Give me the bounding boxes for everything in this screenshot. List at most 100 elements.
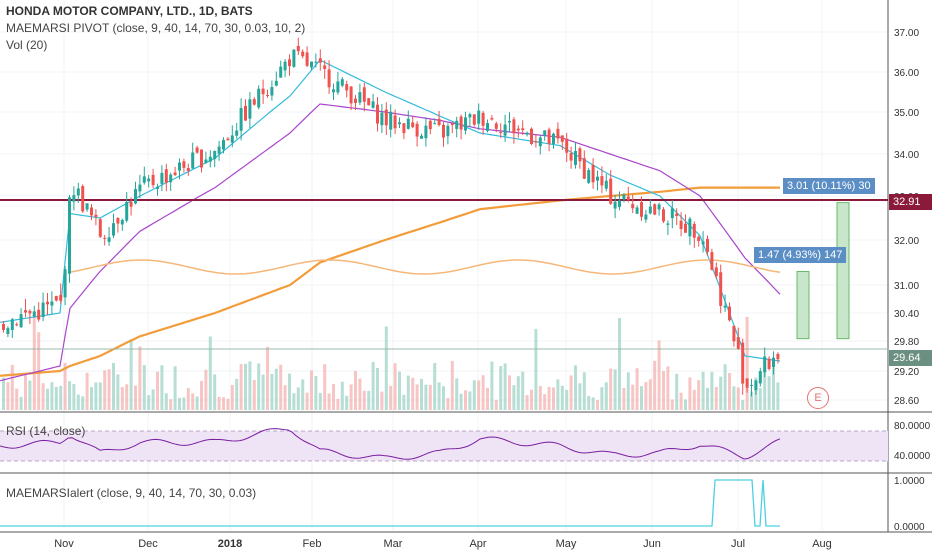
candle-body xyxy=(635,207,639,214)
candle-body xyxy=(450,123,454,126)
candle-body xyxy=(525,132,529,135)
volume-bar xyxy=(574,365,577,410)
earnings-marker[interactable]: E xyxy=(807,387,829,409)
volume-bar xyxy=(270,373,274,410)
volume-bar xyxy=(24,373,27,410)
candle-body xyxy=(494,123,498,129)
candle-body xyxy=(490,118,494,120)
candle-body xyxy=(442,124,445,138)
candle-body xyxy=(37,309,41,320)
candle-body xyxy=(688,218,692,237)
volume-bar xyxy=(393,363,397,410)
volume-bar xyxy=(213,374,217,410)
candle-body xyxy=(600,176,604,186)
volume-bar xyxy=(635,368,639,410)
candle-body xyxy=(151,174,155,186)
volume-bar xyxy=(63,362,67,410)
volume-bar xyxy=(204,369,208,410)
volume-bar xyxy=(521,371,525,410)
volume-bar xyxy=(376,367,379,410)
volume-bar xyxy=(248,361,252,410)
volume-bar xyxy=(283,385,287,410)
alert-pane xyxy=(0,479,780,527)
volume-bar xyxy=(2,377,5,410)
volume-bar xyxy=(745,316,749,410)
moving-averages xyxy=(0,59,888,382)
volume-bar xyxy=(675,373,679,410)
volume-bar xyxy=(296,387,300,410)
volume-bar xyxy=(257,363,261,410)
candle-body xyxy=(222,139,225,150)
volume-bar xyxy=(323,364,327,410)
candle-body xyxy=(354,98,357,103)
measure-short-badge[interactable]: 1.47 (4.93%) 147 xyxy=(754,247,847,263)
candle-body xyxy=(657,204,661,210)
volume-bar xyxy=(50,382,54,410)
candle-body xyxy=(613,201,617,209)
candle-body xyxy=(81,186,85,212)
candle-body xyxy=(116,218,120,224)
volume-bar xyxy=(477,380,481,410)
volume-bar xyxy=(138,346,142,410)
volume-bar xyxy=(371,362,375,410)
volume-bar xyxy=(750,391,753,410)
candle-body xyxy=(455,120,459,129)
volume-bar xyxy=(266,346,269,410)
volume-bar xyxy=(415,384,419,410)
volume-bar xyxy=(10,364,14,410)
candle-body xyxy=(230,135,234,143)
candle-body xyxy=(596,176,599,181)
volume-bar xyxy=(662,371,665,410)
x-tick-label: Apr xyxy=(469,538,486,550)
measure-long-badge[interactable]: 3.01 (10.11%) 30 xyxy=(783,178,875,194)
volume-bar xyxy=(230,384,234,410)
volume-bar xyxy=(81,396,85,410)
volume-bar xyxy=(503,363,507,410)
candle-body xyxy=(565,138,569,153)
volume-bar xyxy=(116,374,120,410)
candle-body xyxy=(538,137,542,147)
candle-body xyxy=(499,132,503,134)
candle-body xyxy=(195,147,199,153)
volume-bar xyxy=(305,392,309,410)
volume-bar xyxy=(336,398,340,410)
candle-body xyxy=(98,219,102,237)
candle-body xyxy=(512,119,516,134)
candle-body xyxy=(530,128,533,144)
candle-body xyxy=(446,125,450,137)
candle-body xyxy=(428,120,432,130)
volume-bar xyxy=(103,370,107,410)
candle-body xyxy=(318,58,322,63)
volume-bar xyxy=(468,391,472,410)
candle-body xyxy=(758,371,762,384)
volume-bar xyxy=(318,392,322,410)
volume-bar xyxy=(719,376,723,410)
candle-body xyxy=(340,79,344,86)
volume-bar xyxy=(446,397,450,410)
candle-body xyxy=(745,378,749,388)
volume-bar xyxy=(622,387,626,410)
volume-bar xyxy=(107,369,111,410)
measure-tools[interactable] xyxy=(796,202,850,340)
candles xyxy=(2,37,780,397)
volume-bar xyxy=(688,377,692,410)
volume-bar xyxy=(402,394,406,410)
volume-bar xyxy=(459,393,463,410)
volume-bar xyxy=(226,398,230,410)
candle-body xyxy=(547,129,551,144)
rsi-label: RSI (14, close) xyxy=(6,424,86,438)
candle-body xyxy=(332,89,335,93)
candle-body xyxy=(72,195,76,202)
volume-bar xyxy=(692,389,696,410)
volume-bars xyxy=(2,312,780,410)
candle-body xyxy=(50,301,54,306)
legend: HONDA MOTOR COMPANY, LTD., 1D, BATS MAEM… xyxy=(6,4,305,52)
candle-body xyxy=(618,200,621,207)
candle-body xyxy=(283,61,287,71)
volume-bar xyxy=(516,376,520,410)
candle-body xyxy=(120,219,124,225)
volume-bar xyxy=(195,396,199,410)
volume-bar xyxy=(19,396,23,410)
candle-body xyxy=(591,165,595,183)
